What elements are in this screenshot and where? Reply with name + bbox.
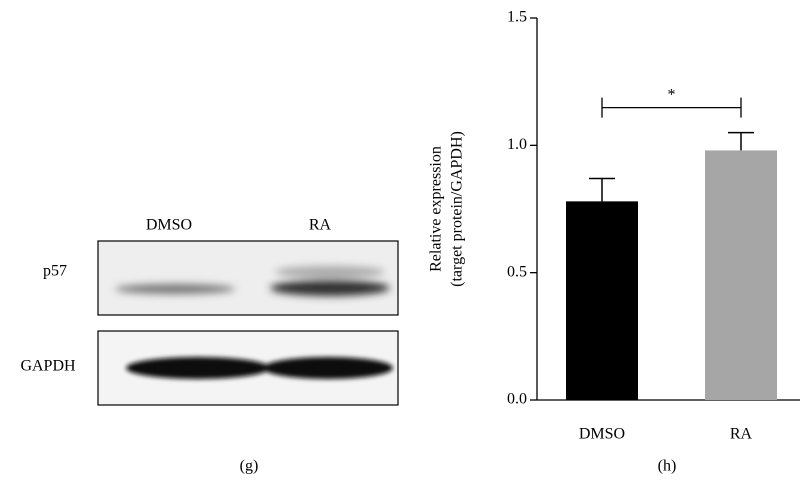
figure: DMSO RA p57 GAPDH (g) Relative expressio… [0,0,806,485]
y-axis-label: Relative expression [428,146,445,272]
blot-panel [98,241,398,315]
x-tick-label: RA [730,426,753,443]
bar [566,201,638,400]
panel-caption: (g) [240,458,259,475]
row-label: GAPDH [20,358,76,375]
y-tick-label: 0.0 [507,391,527,408]
significance-label: * [668,86,676,103]
lane-label: DMSO [146,217,192,234]
y-tick-label: 0.5 [507,263,527,280]
error-bar [589,178,615,201]
row-label: p57 [43,263,67,280]
x-tick-label: DMSO [579,426,625,443]
panel-caption: (h) [658,458,677,475]
western-blot: DMSO RA p57 GAPDH (g) [20,217,398,475]
lane-label: RA [309,217,332,234]
error-bar [728,133,754,151]
y-axis-label: (target protein/GAPDH) [449,131,466,287]
y-tick-label: 1.5 [507,9,527,26]
bar-chart: Relative expression (target protein/GAPD… [428,9,800,475]
y-tick-label: 1.0 [507,136,527,153]
bar [705,150,777,400]
